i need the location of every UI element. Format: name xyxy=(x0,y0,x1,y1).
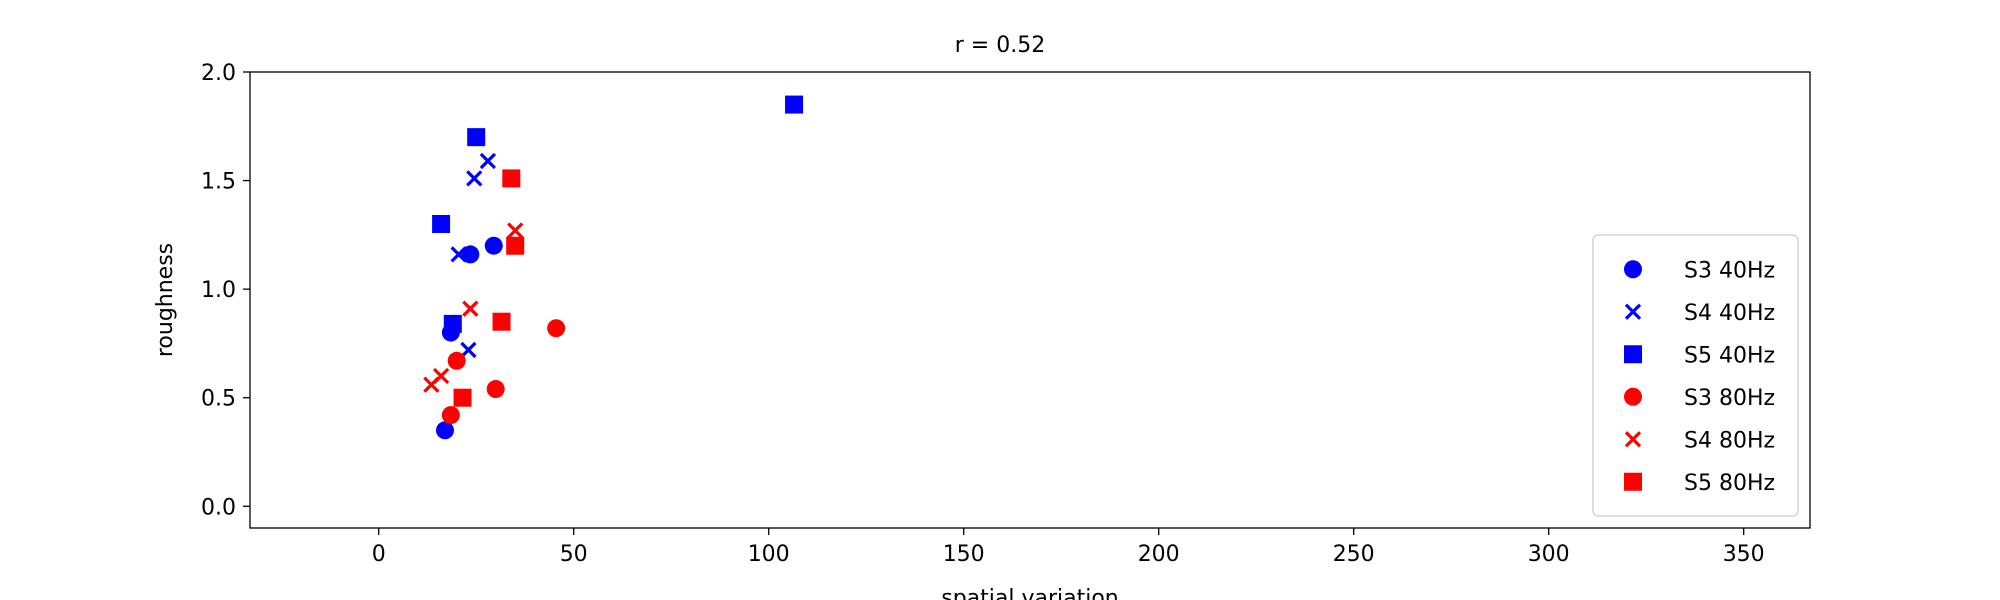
data-point xyxy=(467,128,486,147)
data-point xyxy=(441,406,460,425)
legend-marker xyxy=(1624,387,1642,406)
data-point xyxy=(443,314,462,333)
legend: S3 40Hz S4 40Hz S5 40Hz S3 80Hz S4 80Hz S5 80… xyxy=(1592,234,1799,517)
data-point xyxy=(785,95,804,114)
data-point xyxy=(492,312,511,331)
legend-marker xyxy=(1624,472,1642,491)
y-tick-label: 1.0 xyxy=(201,278,236,303)
legend-marker xyxy=(1624,303,1642,320)
data-point xyxy=(460,341,477,359)
legend-label: S4 40Hz xyxy=(1684,301,1775,326)
legend-label: S4 80Hz xyxy=(1684,428,1775,453)
data-point xyxy=(506,236,525,255)
x-tick-label: 250 xyxy=(1333,542,1375,567)
legend-label: S5 40Hz xyxy=(1684,343,1775,368)
data-point xyxy=(486,380,505,399)
data-point xyxy=(507,222,524,239)
y-axis-label: roughness xyxy=(153,243,178,357)
data-point xyxy=(436,421,454,440)
data-point xyxy=(547,319,566,338)
y-tick-label: 0.0 xyxy=(201,495,236,520)
data-point xyxy=(453,388,472,407)
legend-box xyxy=(1592,234,1799,517)
chart-title: r = 0.52 xyxy=(955,33,1045,58)
x-tick-label: 150 xyxy=(943,542,985,567)
legend-marker xyxy=(1624,345,1642,364)
data-point xyxy=(432,367,450,385)
x-tick-label: 0 xyxy=(372,542,386,567)
plot-marks xyxy=(423,95,804,440)
y-tick-label: 2.0 xyxy=(201,61,236,86)
data-point xyxy=(466,170,483,187)
legend-label: S3 40Hz xyxy=(1684,258,1775,283)
legend-label: S3 80Hz xyxy=(1684,386,1775,411)
legend-marker xyxy=(1624,431,1642,448)
x-tick-label: 350 xyxy=(1723,542,1765,567)
x-tick-label: 50 xyxy=(560,542,588,567)
data-point xyxy=(462,300,479,317)
legend-marker xyxy=(1624,260,1642,279)
data-point xyxy=(461,245,480,264)
x-axis-label: spatial variation xyxy=(941,586,1119,600)
y-tick-label: 1.5 xyxy=(201,170,236,195)
legend-label: S5 80Hz xyxy=(1684,471,1775,496)
data-point xyxy=(447,351,466,370)
x-tick-label: 200 xyxy=(1138,542,1180,567)
data-point xyxy=(502,169,521,188)
data-point xyxy=(479,152,497,170)
y-tick-label: 0.5 xyxy=(201,387,236,412)
x-axis: 0 50 100 150 200 250 300 350 xyxy=(372,528,1765,567)
data-point xyxy=(432,215,451,233)
plot-frame xyxy=(249,71,1811,529)
y-axis: 0.0 0.5 1.0 1.5 2.0 xyxy=(201,61,250,520)
data-point xyxy=(484,236,503,255)
x-tick-label: 300 xyxy=(1528,542,1570,567)
x-tick-label: 100 xyxy=(748,542,790,567)
data-point xyxy=(450,246,467,263)
